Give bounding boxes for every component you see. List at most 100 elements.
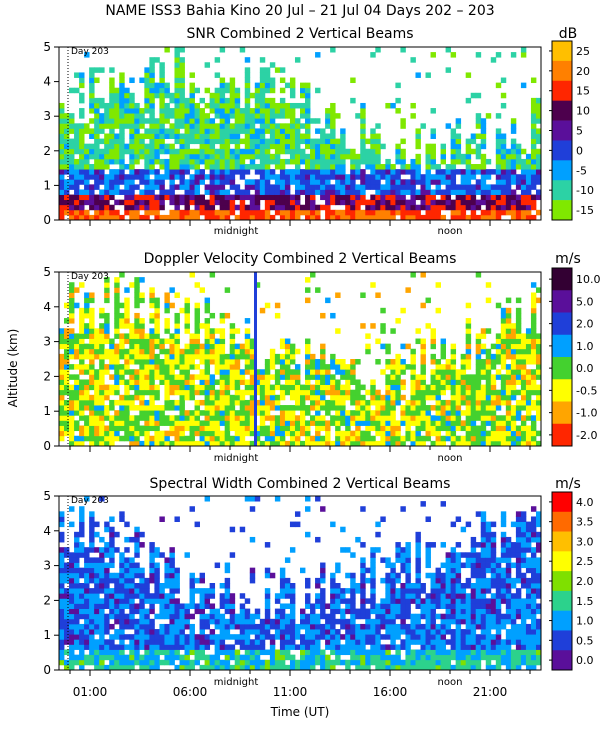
heatmap-cell — [330, 639, 335, 645]
heatmap-cell — [270, 655, 275, 661]
heatmap-cell — [325, 123, 330, 128]
heatmap-cell — [305, 123, 310, 128]
heatmap-cell — [139, 189, 144, 194]
heatmap-cell — [350, 149, 355, 154]
heatmap-cell — [174, 354, 179, 360]
heatmap-cell — [114, 344, 119, 350]
heatmap-cell — [380, 308, 385, 314]
heatmap-cell — [119, 83, 124, 88]
heatmap-cell — [385, 179, 390, 184]
heatmap-cell — [94, 436, 99, 442]
heatmap-cell — [114, 200, 119, 205]
heatmap-cell — [169, 415, 174, 421]
heatmap-cell — [154, 118, 159, 123]
heatmap-cell — [89, 511, 94, 517]
heatmap-cell — [491, 385, 496, 391]
heatmap-cell — [275, 359, 280, 365]
heatmap-cell — [345, 205, 350, 210]
heatmap-cell — [305, 184, 310, 189]
heatmap-cell — [74, 547, 79, 553]
heatmap-cell — [134, 655, 139, 661]
heatmap-cell — [305, 410, 310, 416]
heatmap-cell — [421, 174, 426, 179]
heatmap-cell — [84, 189, 89, 194]
heatmap-cell — [124, 313, 129, 319]
heatmap-cell — [114, 660, 119, 666]
heatmap-cell — [431, 149, 436, 154]
heatmap-cell — [200, 359, 205, 365]
heatmap-cell — [245, 614, 250, 620]
heatmap-cell — [230, 164, 235, 169]
heatmap-cell — [431, 195, 436, 200]
heatmap-cell — [405, 436, 410, 442]
heatmap-cell — [139, 333, 144, 339]
heatmap-cell — [119, 644, 124, 650]
heatmap-cell — [114, 385, 119, 391]
heatmap-cell — [169, 333, 174, 339]
heatmap-cell — [486, 159, 491, 164]
heatmap-cell — [69, 303, 74, 309]
heatmap-cell — [159, 629, 164, 635]
heatmap-cell — [74, 287, 79, 293]
heatmap-cell — [400, 189, 405, 194]
heatmap-cell — [446, 123, 451, 128]
heatmap-cell — [195, 118, 200, 123]
heatmap-cell — [94, 629, 99, 635]
heatmap-cell — [335, 328, 340, 334]
heatmap-cell — [89, 369, 94, 375]
heatmap-cell — [185, 210, 190, 215]
heatmap-cell — [320, 588, 325, 594]
heatmap-cell — [69, 436, 74, 442]
heatmap-cell — [94, 650, 99, 656]
heatmap-cell — [290, 83, 295, 88]
heatmap-cell — [79, 385, 84, 391]
heatmap-cell — [159, 583, 164, 589]
heatmap-cell — [109, 650, 114, 656]
heatmap-cell — [180, 103, 185, 108]
heatmap-cell — [375, 169, 380, 174]
colorbar-segment — [552, 290, 572, 313]
heatmap-cell — [149, 98, 154, 103]
heatmap-cell — [280, 210, 285, 215]
heatmap-cell — [129, 369, 134, 375]
heatmap-cell — [280, 603, 285, 609]
heatmap-cell — [64, 634, 69, 640]
heatmap-cell — [94, 174, 99, 179]
heatmap-cell — [360, 118, 365, 123]
heatmap-cell — [79, 159, 84, 164]
heatmap-cell — [340, 390, 345, 396]
heatmap-cell — [134, 108, 139, 113]
heatmap-cell — [451, 415, 456, 421]
heatmap-cell — [164, 149, 169, 154]
heatmap-cell — [235, 88, 240, 93]
heatmap-cell — [456, 195, 461, 200]
heatmap-cell — [250, 200, 255, 205]
heatmap-cell — [355, 639, 360, 645]
heatmap-cell — [526, 379, 531, 385]
heatmap-cell — [330, 660, 335, 666]
heatmap-cell — [134, 573, 139, 579]
heatmap-cell — [205, 603, 210, 609]
heatmap-cell — [255, 128, 260, 133]
heatmap-cell — [340, 415, 345, 421]
heatmap-cell — [180, 603, 185, 609]
heatmap-cell — [395, 359, 400, 365]
heatmap-cell — [164, 415, 169, 421]
heatmap-cell — [200, 629, 205, 635]
heatmap-cell — [114, 547, 119, 553]
heatmap-cell — [159, 359, 164, 365]
heatmap-cell — [421, 390, 426, 396]
heatmap-cell — [340, 634, 345, 640]
heatmap-cell — [426, 72, 431, 77]
heatmap-cell — [74, 379, 79, 385]
heatmap-cell — [395, 174, 400, 179]
heatmap-cell — [134, 568, 139, 574]
heatmap-cell — [531, 159, 536, 164]
panel-doppler-midnight-label: midnight — [214, 453, 259, 464]
heatmap-cell — [506, 298, 511, 304]
heatmap-cell — [94, 583, 99, 589]
heatmap-cell — [94, 139, 99, 144]
heatmap-cell — [355, 624, 360, 630]
heatmap-cell — [69, 144, 74, 149]
panel-snr: SNR Combined 2 Vertical Beams dB Day 203… — [43, 26, 594, 237]
